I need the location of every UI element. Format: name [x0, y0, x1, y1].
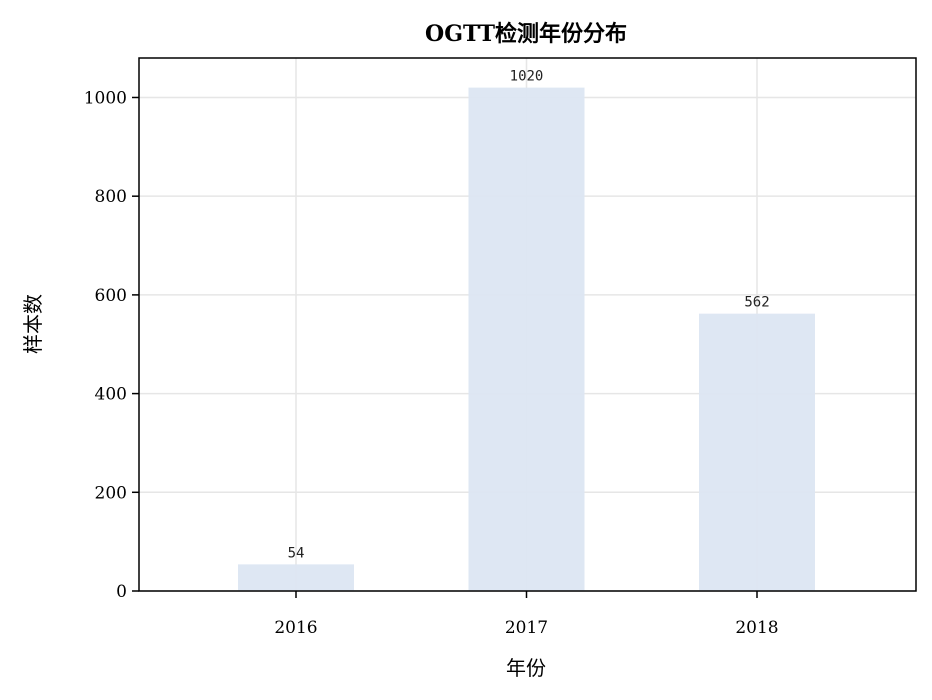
- y-tick-label: 600: [95, 286, 127, 306]
- tick-layer: 0 200 400 600 800 1000 2016 2017 2018: [84, 88, 779, 638]
- y-tick-label: 800: [95, 187, 127, 207]
- y-axis-label: 样本数: [21, 294, 45, 354]
- y-tick-label: 200: [95, 483, 127, 503]
- x-tick-label-2018: 2018: [735, 618, 778, 638]
- data-label-2016: 54: [288, 545, 305, 561]
- y-tick-label: 400: [95, 385, 127, 405]
- x-axis-label: 年份: [506, 656, 546, 680]
- bar-2016: [238, 564, 354, 591]
- x-tick-label-2016: 2016: [274, 618, 317, 638]
- chart-title: OGTT检测年份分布: [425, 21, 627, 47]
- y-tick-label: 1000: [84, 88, 127, 108]
- plot-frame: [138, 57, 917, 592]
- bar-2017: [468, 87, 585, 591]
- y-tick-label: 0: [116, 582, 127, 602]
- bar-layer: 54 1020 562: [238, 69, 815, 591]
- x-tick-label-2017: 2017: [505, 618, 548, 638]
- data-label-2017: 1020: [510, 69, 544, 85]
- bar-2018: [699, 313, 815, 591]
- data-label-2018: 562: [744, 295, 769, 311]
